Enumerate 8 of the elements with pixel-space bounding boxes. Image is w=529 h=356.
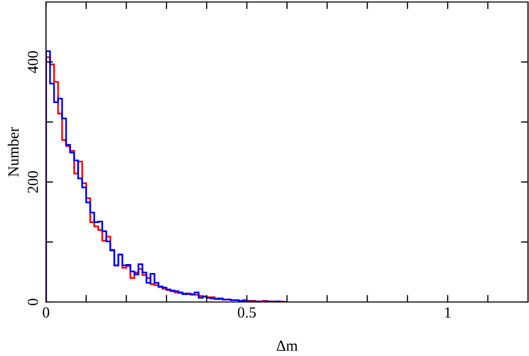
y-tick-label: 0	[28, 298, 38, 306]
y-axis-title: Number	[8, 127, 19, 177]
x-tick-label: 0.5	[238, 307, 256, 318]
x-tick-label: 1	[445, 307, 451, 318]
x-axis-title: Δm	[276, 340, 298, 351]
y-tick-label: 200	[28, 171, 38, 193]
x-tick-label: 0	[42, 307, 50, 318]
y-tick-label: 400	[28, 51, 38, 74]
